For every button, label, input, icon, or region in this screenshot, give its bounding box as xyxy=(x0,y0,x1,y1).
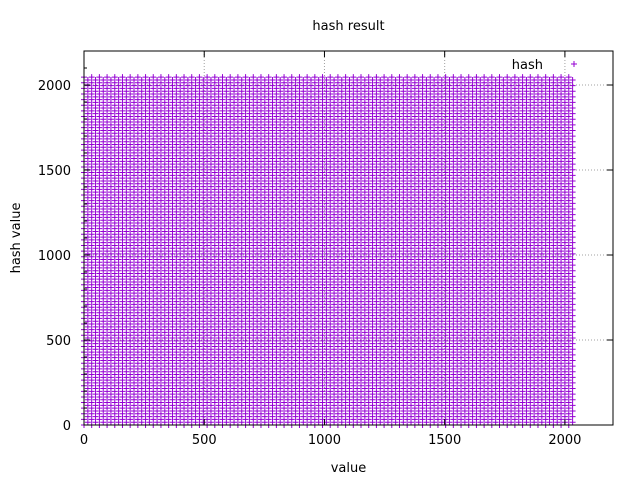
x-tick-label: 0 xyxy=(80,433,88,448)
y-axis-title: hash value xyxy=(9,203,24,274)
x-axis-title: value xyxy=(331,461,367,476)
y-tick-label: 2000 xyxy=(38,79,71,94)
x-tick-label: 1000 xyxy=(308,433,341,448)
y-tick-label: 1500 xyxy=(38,164,71,179)
legend-label-hash: hash xyxy=(512,58,543,73)
x-tick-label: 500 xyxy=(192,433,217,448)
axis-ticks: 0 500 1000 1500 2000 0 500 1000 1500 2000 xyxy=(38,51,613,448)
x-tick-label: 1500 xyxy=(428,433,461,448)
y-tick-label: 0 xyxy=(63,419,71,434)
legend-marker-hash xyxy=(571,61,577,67)
chart-title: hash result xyxy=(312,19,384,34)
legend-plus-marker xyxy=(571,61,577,67)
data-points xyxy=(81,74,576,428)
y-tick-label: 1000 xyxy=(38,249,71,264)
x-tick-label: 2000 xyxy=(548,433,581,448)
legend: hash xyxy=(512,58,577,73)
y-tick-label: 500 xyxy=(46,334,71,349)
series-hash-points xyxy=(81,74,576,428)
